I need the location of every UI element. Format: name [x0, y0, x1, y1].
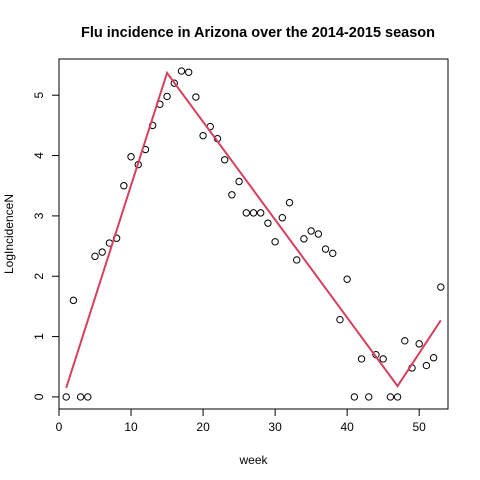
x-tick-label: 0 — [56, 420, 63, 434]
y-tick-label: 3 — [32, 212, 46, 219]
data-point — [98, 248, 106, 256]
data-point — [184, 68, 193, 76]
x-tick-label: 20 — [196, 420, 210, 434]
data-point — [393, 393, 402, 401]
fit-line — [65, 70, 442, 389]
data-point — [321, 245, 330, 253]
x-tick-label: 50 — [413, 420, 427, 434]
data-point — [228, 191, 236, 199]
data-point — [163, 92, 171, 101]
y-tick-label: 1 — [32, 333, 46, 340]
plot-frame — [58, 58, 449, 410]
data-point — [264, 219, 272, 227]
data-point — [62, 393, 70, 401]
y-tick-label: 2 — [32, 273, 46, 280]
data-point — [242, 209, 250, 217]
y-tick-label: 5 — [32, 92, 46, 99]
chart-title: Flu incidence in Arizona over the 2014-2… — [81, 25, 435, 41]
data-point — [177, 67, 186, 75]
data-point — [192, 93, 200, 101]
data-point — [314, 230, 323, 238]
data-point — [127, 153, 135, 161]
x-axis-label: week — [238, 453, 268, 467]
y-tick-label: 0 — [32, 393, 46, 400]
data-point — [422, 361, 431, 370]
data-point — [365, 393, 373, 401]
data-point — [415, 340, 423, 348]
data-point — [120, 182, 128, 190]
x-tick-label: 30 — [268, 420, 282, 434]
data-point — [386, 393, 395, 401]
data-point — [357, 355, 366, 363]
x-tick-label: 10 — [124, 420, 138, 434]
data-point — [336, 315, 344, 324]
data-point — [170, 79, 178, 87]
data-point — [69, 296, 78, 305]
data-points — [62, 67, 445, 401]
data-point — [437, 283, 445, 291]
data-point — [278, 214, 287, 222]
y-axis-label: LogIncidenceN — [2, 194, 16, 274]
data-point — [401, 337, 409, 345]
x-tick-label: 40 — [340, 420, 354, 434]
data-point — [91, 252, 99, 261]
data-point — [76, 393, 85, 401]
data-point — [343, 275, 351, 283]
data-point — [235, 177, 243, 186]
y-axis: 0 1 2 3 4 5 — [32, 92, 59, 400]
data-point — [271, 238, 279, 246]
x-axis: 0 10 20 30 40 50 — [56, 409, 427, 434]
data-point — [429, 354, 438, 362]
data-point — [84, 393, 92, 401]
data-point — [199, 131, 207, 140]
data-point — [257, 209, 265, 217]
data-point — [293, 256, 301, 264]
data-point — [300, 235, 308, 243]
data-point — [307, 227, 315, 235]
data-point — [220, 156, 229, 164]
data-point — [329, 249, 337, 258]
data-point — [285, 198, 294, 207]
y-tick-label: 4 — [32, 152, 46, 159]
data-point — [379, 355, 387, 363]
data-point — [249, 209, 258, 217]
data-point — [350, 393, 359, 401]
